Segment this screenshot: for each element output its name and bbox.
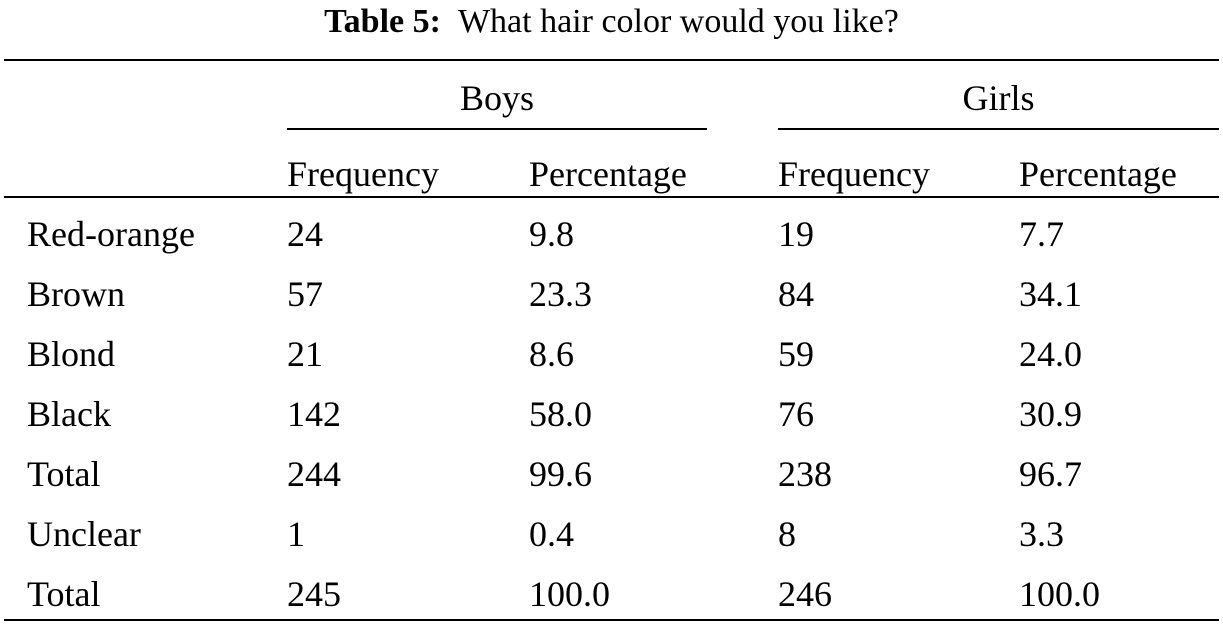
boys-group-rule	[287, 128, 707, 130]
girls-frequency-cell: 19	[778, 214, 814, 254]
boys-percentage-cell: 58.0	[529, 394, 592, 434]
girls-frequency-cell: 59	[778, 334, 814, 374]
girls-percentage-cell: 3.3	[1019, 514, 1064, 554]
bottom-rule	[4, 619, 1219, 621]
girls-frequency-cell: 84	[778, 274, 814, 314]
row-label: Red-orange	[27, 214, 195, 254]
table-row: Unclear 1 0.4 8 3.3	[0, 514, 1223, 574]
girls-percentage-cell: 96.7	[1019, 454, 1082, 494]
table-caption-text: What hair color would you like?	[457, 3, 899, 40]
girls-frequency-cell: 76	[778, 394, 814, 434]
girls-percentage-cell: 100.0	[1019, 574, 1100, 614]
girls-percentage-cell: 24.0	[1019, 334, 1082, 374]
column-header-girls-frequency: Frequency	[778, 154, 930, 194]
boys-frequency-cell: 245	[287, 574, 341, 614]
boys-frequency-cell: 244	[287, 454, 341, 494]
top-rule	[4, 59, 1219, 61]
girls-group-rule	[778, 128, 1219, 130]
boys-percentage-cell: 8.6	[529, 334, 574, 374]
boys-percentage-cell: 9.8	[529, 214, 574, 254]
row-label: Black	[27, 394, 111, 434]
table-row: Red-orange 24 9.8 19 7.7	[0, 214, 1223, 274]
boys-frequency-cell: 24	[287, 214, 323, 254]
boys-percentage-cell: 0.4	[529, 514, 574, 554]
column-header-boys-percentage: Percentage	[529, 154, 687, 194]
boys-frequency-cell: 21	[287, 334, 323, 374]
column-header-boys-frequency: Frequency	[287, 154, 439, 194]
girls-frequency-cell: 246	[778, 574, 832, 614]
boys-frequency-cell: 142	[287, 394, 341, 434]
girls-frequency-cell: 238	[778, 454, 832, 494]
table-row: Total 244 99.6 238 96.7	[0, 454, 1223, 514]
table-caption: Table 5: What hair color would you like?	[0, 2, 1223, 42]
table-row: Brown 57 23.3 84 34.1	[0, 274, 1223, 334]
boys-frequency-cell: 1	[287, 514, 305, 554]
header-rule	[4, 196, 1219, 198]
boys-percentage-cell: 99.6	[529, 454, 592, 494]
row-label: Unclear	[27, 514, 141, 554]
row-label: Brown	[27, 274, 125, 314]
table-row: Black 142 58.0 76 30.9	[0, 394, 1223, 454]
row-label: Total	[27, 574, 101, 614]
table-row: Blond 21 8.6 59 24.0	[0, 334, 1223, 394]
girls-percentage-cell: 34.1	[1019, 274, 1082, 314]
column-header-girls-percentage: Percentage	[1019, 154, 1177, 194]
girls-percentage-cell: 7.7	[1019, 214, 1064, 254]
girls-percentage-cell: 30.9	[1019, 394, 1082, 434]
girls-frequency-cell: 8	[778, 514, 796, 554]
boys-percentage-cell: 23.3	[529, 274, 592, 314]
boys-frequency-cell: 57	[287, 274, 323, 314]
group-header-girls: Girls	[962, 78, 1035, 118]
table-caption-label: Table 5:	[324, 3, 441, 40]
row-label: Blond	[27, 334, 116, 374]
boys-percentage-cell: 100.0	[529, 574, 610, 614]
table-row: Total 245 100.0 246 100.0	[0, 574, 1223, 634]
group-header-boys: Boys	[459, 78, 535, 118]
row-label: Total	[27, 454, 101, 494]
